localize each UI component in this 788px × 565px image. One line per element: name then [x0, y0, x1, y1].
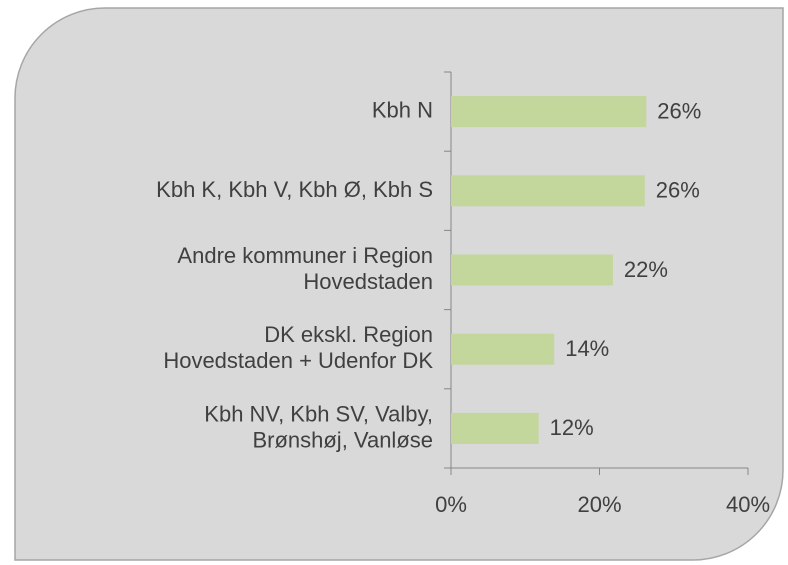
- bar: [451, 175, 645, 207]
- x-tick-label: 0%: [435, 492, 467, 517]
- category-label: Kbh NV, Kbh SV, Valby, Brønshøj, Vanløse: [204, 401, 433, 452]
- value-label: 14%: [565, 336, 609, 361]
- value-label: 22%: [624, 257, 668, 282]
- x-tick-label: 20%: [577, 492, 621, 517]
- value-label: 12%: [550, 415, 594, 440]
- category-label: Andre kommuner i Region Hovedstaden: [177, 243, 433, 294]
- category-label: Kbh N: [372, 97, 433, 122]
- bar: [451, 412, 539, 444]
- category-label: DK ekskl. Region Hovedstaden + Udenfor DK: [163, 322, 433, 373]
- bar: [451, 96, 647, 128]
- value-label: 26%: [657, 98, 701, 123]
- x-tick-label: 40%: [726, 492, 770, 517]
- category-label: Kbh K, Kbh V, Kbh Ø, Kbh S: [156, 177, 433, 202]
- bar: [451, 254, 613, 286]
- value-label: 26%: [656, 178, 700, 203]
- bar: [451, 333, 555, 365]
- chart-background: [14, 7, 784, 561]
